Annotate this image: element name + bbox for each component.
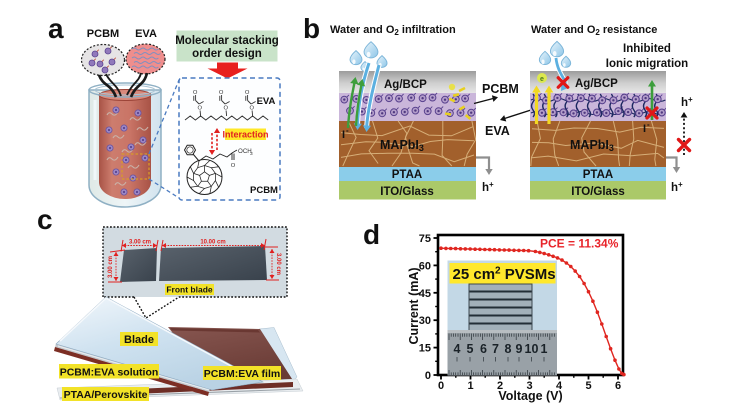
svg-text:PCBM: PCBM <box>250 185 278 196</box>
svg-text:PTAA: PTAA <box>392 169 422 181</box>
svg-text:e: e <box>540 76 544 83</box>
svg-text:c: c <box>37 204 53 235</box>
svg-text:3.00 cm: 3.00 cm <box>275 253 281 275</box>
svg-text:Current (mA): Current (mA) <box>407 267 421 344</box>
svg-text:d: d <box>363 219 380 250</box>
svg-text:3.00 cm: 3.00 cm <box>129 240 151 246</box>
svg-text:10: 10 <box>525 342 539 356</box>
svg-text:PCBM:EVA film: PCBM:EVA film <box>204 368 280 380</box>
svg-text:PCBM:EVA solution: PCBM:EVA solution <box>60 367 159 379</box>
svg-text:15: 15 <box>419 343 431 355</box>
svg-text:EVA: EVA <box>257 96 276 107</box>
svg-text:Front blade: Front blade <box>166 285 213 295</box>
svg-text:MAPbI3: MAPbI3 <box>570 138 614 153</box>
svg-text:Water and O2 infiltration: Water and O2 infiltration <box>330 24 456 37</box>
svg-text:60: 60 <box>419 260 431 272</box>
svg-text:0: 0 <box>425 370 431 382</box>
svg-text:4: 4 <box>454 342 461 356</box>
svg-text:3: 3 <box>526 380 532 392</box>
svg-text:3.00 cm: 3.00 cm <box>108 256 114 278</box>
svg-text:Molecular stacking: Molecular stacking <box>175 35 279 47</box>
svg-text:1: 1 <box>541 342 548 356</box>
svg-text:MAPbI3: MAPbI3 <box>380 138 424 153</box>
svg-text:6: 6 <box>480 342 487 356</box>
svg-text:O: O <box>198 106 203 112</box>
svg-text:Voltage (V): Voltage (V) <box>498 389 562 403</box>
svg-text:a: a <box>48 13 64 44</box>
svg-text:4: 4 <box>556 380 563 392</box>
svg-text:75: 75 <box>419 233 431 245</box>
svg-text:I: I <box>342 129 345 141</box>
svg-text:Blade: Blade <box>124 334 154 346</box>
svg-text:Water and O2 resistance: Water and O2 resistance <box>531 24 657 37</box>
svg-text:10.00 cm: 10.00 cm <box>200 240 225 246</box>
svg-text:PTAA: PTAA <box>583 169 613 181</box>
svg-text:PCE = 11.34%: PCE = 11.34% <box>540 237 619 251</box>
svg-text:5: 5 <box>585 380 591 392</box>
svg-text:PCBM: PCBM <box>482 82 519 96</box>
svg-text:I: I <box>643 123 646 135</box>
svg-text:3: 3 <box>250 151 253 157</box>
svg-text:PTAA/Perovskite: PTAA/Perovskite <box>64 389 148 401</box>
svg-text:O: O <box>245 90 250 96</box>
svg-text:5: 5 <box>467 342 474 356</box>
svg-text:ITO/Glass: ITO/Glass <box>380 186 433 198</box>
svg-text:Inhibited: Inhibited <box>623 43 671 55</box>
svg-text:0: 0 <box>438 380 444 392</box>
svg-text:Ag/BCP: Ag/BCP <box>384 79 427 91</box>
svg-text:7: 7 <box>492 342 499 356</box>
svg-text:Ag/BCP: Ag/BCP <box>575 78 618 90</box>
svg-text:9: 9 <box>516 342 523 356</box>
svg-text:EVA: EVA <box>485 124 510 138</box>
svg-text:EVA: EVA <box>135 28 157 40</box>
svg-text:2: 2 <box>497 380 503 392</box>
svg-text:8: 8 <box>505 342 512 356</box>
svg-text:Ionic migration: Ionic migration <box>606 58 688 70</box>
svg-text:b: b <box>303 13 320 44</box>
svg-text:O: O <box>219 90 224 96</box>
svg-text:O: O <box>224 106 229 112</box>
svg-text:O: O <box>193 90 198 96</box>
svg-text:Interaction: Interaction <box>222 130 268 140</box>
svg-text:OCH: OCH <box>238 148 252 155</box>
svg-text:-: - <box>647 120 650 129</box>
svg-text:ITO/Glass: ITO/Glass <box>571 186 624 198</box>
svg-text:-: - <box>346 126 349 135</box>
svg-text:O: O <box>250 106 255 112</box>
svg-text:O: O <box>231 163 236 169</box>
svg-text:6: 6 <box>615 380 621 392</box>
svg-text:order design: order design <box>192 48 262 60</box>
svg-text:45: 45 <box>419 288 431 300</box>
svg-text:PCBM: PCBM <box>87 28 119 40</box>
svg-text:30: 30 <box>419 315 431 327</box>
svg-text:25 cm2 PVSMs: 25 cm2 PVSMs <box>453 266 556 284</box>
svg-text:1: 1 <box>467 380 473 392</box>
